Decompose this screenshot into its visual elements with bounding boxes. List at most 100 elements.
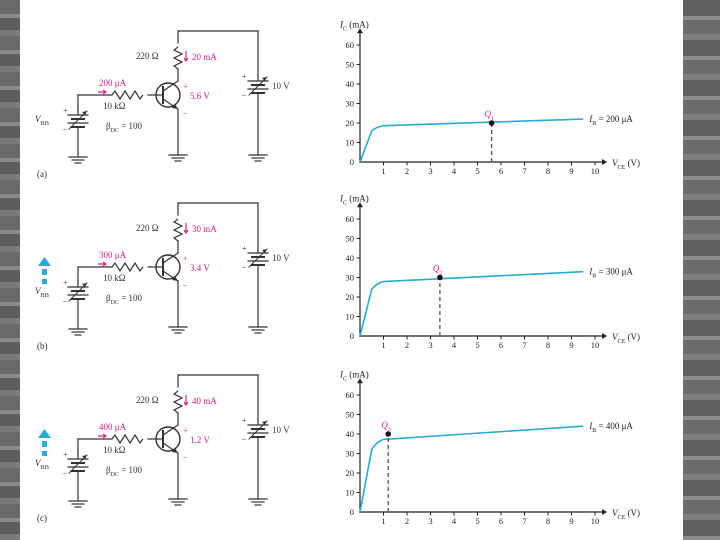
vbb-label-sub: BB [41, 292, 49, 299]
y-axis-arrowhead [357, 378, 363, 384]
collector-resistor [172, 46, 184, 70]
x-tick-label: 7 [522, 516, 526, 526]
battery-vbb-arrowhead [82, 283, 87, 287]
beta-value: = 100 [119, 465, 143, 475]
q-point-label: Q3 [381, 420, 391, 433]
q-point-marker [437, 274, 443, 281]
transistor-emitter-arrow [172, 276, 178, 281]
x-axis-label-sub: CE [618, 165, 626, 171]
battery-vbb-arrowhead [82, 111, 87, 115]
ib-label: 200 μA [99, 78, 127, 88]
collector-resistor [172, 390, 184, 414]
vcc-label: 10 V [272, 253, 290, 263]
x-tick-label: 9 [569, 166, 573, 176]
vce-plus-sign: + [183, 426, 188, 435]
transistor-body [155, 426, 181, 452]
vce-label: 3.4 V [190, 263, 210, 273]
vbb-label-main: V [35, 458, 42, 468]
ib-curve-label-symbol: I [588, 267, 593, 277]
transistor-collector-lead [162, 252, 179, 264]
y-axis-label: IC (mA) [339, 19, 369, 32]
ic-characteristic-curve [359, 118, 584, 163]
ic-arrow [183, 395, 189, 407]
ib-label: 400 μA [99, 422, 127, 432]
vce-minus-sign: – [182, 452, 188, 461]
base-resistor [111, 89, 144, 101]
y-axis-label-unit: (mA) [347, 19, 369, 29]
x-axis-label-unit: (V) [625, 508, 640, 518]
x-tick-label: 2 [405, 340, 409, 350]
x-axis-arrowhead [602, 509, 608, 515]
y-tick-label: 20 [346, 292, 355, 302]
y-axis-label-symbol: I [339, 369, 344, 379]
q-point-label-subscript: 2 [439, 271, 442, 277]
y-tick-label: 50 [346, 410, 355, 420]
increase-arrow-head [38, 429, 51, 438]
vbb-minus-sign: – [62, 124, 68, 133]
y-tick-label: 30 [346, 99, 355, 109]
vbb-label: VBB [35, 458, 49, 471]
vbb-label-main: V [35, 286, 42, 296]
vbb-label-sub: BB [41, 464, 49, 471]
x-tick-label: 3 [428, 516, 432, 526]
vbb-label-sub: BB [41, 120, 49, 127]
vcc-minus-sign: – [241, 90, 247, 99]
x-tick-label: 10 [591, 516, 600, 526]
battery-vcc-arrowhead [262, 249, 267, 253]
x-axis-label-symbol: V [612, 158, 619, 168]
rc-label: 220 Ω [136, 223, 159, 233]
ic-label: 20 mA [192, 52, 217, 62]
x-tick-label: 1 [381, 340, 385, 350]
ib-curve-label-symbol: I [588, 421, 593, 431]
beta-value: = 100 [119, 293, 143, 303]
y-tick-label: 0 [350, 331, 354, 341]
y-axis-label-sub: C [343, 26, 347, 32]
y-tick-label: 0 [350, 157, 354, 167]
y-tick-label: 60 [346, 214, 355, 224]
x-tick-label: 7 [522, 166, 526, 176]
y-axis-label-symbol: I [339, 19, 344, 29]
ib-arrow [98, 261, 108, 267]
y-tick-label: 30 [346, 449, 355, 459]
beta-symbol: β [106, 293, 111, 303]
vcc-label: 10 V [272, 81, 290, 91]
x-tick-label: 9 [569, 516, 573, 526]
vbb-label: VBB [35, 114, 49, 127]
panel-label: (a) [37, 169, 47, 179]
y-axis-label-symbol: I [339, 193, 344, 203]
transistor-body [155, 254, 181, 280]
x-axis-label-sub: CE [618, 515, 626, 521]
increase-arrow-segment [42, 269, 47, 275]
x-tick-label: 2 [405, 166, 409, 176]
ib-curve-label-value: = 400 μA [596, 421, 633, 431]
circuit-panel-c: (c) + – VBB 400 μA 10 kΩ βDC = 100 220 Ω 40 mA +1… [35, 374, 290, 523]
y-tick-label: 20 [346, 118, 355, 128]
ib-curve-label-sub: B [592, 274, 596, 280]
transistor-emitter-arrow [172, 104, 178, 109]
vcc-plus-sign: + [242, 244, 247, 253]
x-tick-label: 9 [569, 340, 573, 350]
increase-arrow-segment [42, 451, 47, 456]
ic-label: 30 mA [192, 224, 217, 234]
ib-curve-label-value: = 300 μA [596, 267, 633, 277]
rb-label: 10 kΩ [103, 445, 126, 455]
y-axis-label: IC (mA) [339, 369, 369, 382]
ib-curve-label-symbol: I [588, 114, 593, 124]
x-axis-label: VCE (V) [612, 332, 640, 345]
beta-subscript: DC [111, 300, 119, 306]
x-tick-label: 2 [405, 516, 409, 526]
ib-curve-label: IB = 200 μA [588, 114, 633, 127]
ib-arrow [98, 89, 108, 95]
beta-value: = 100 [119, 121, 143, 131]
x-tick-label: 10 [591, 166, 600, 176]
y-tick-label: 10 [346, 312, 355, 322]
q-point-label-symbol: Q [381, 420, 388, 430]
panel-label: (b) [37, 341, 48, 351]
vbb-label: VBB [35, 286, 49, 299]
y-tick-label: 40 [346, 79, 355, 89]
vcc-plus-sign: + [242, 72, 247, 81]
vbb-minus-sign: – [62, 468, 68, 477]
ib-curve-label-sub: B [592, 121, 596, 127]
